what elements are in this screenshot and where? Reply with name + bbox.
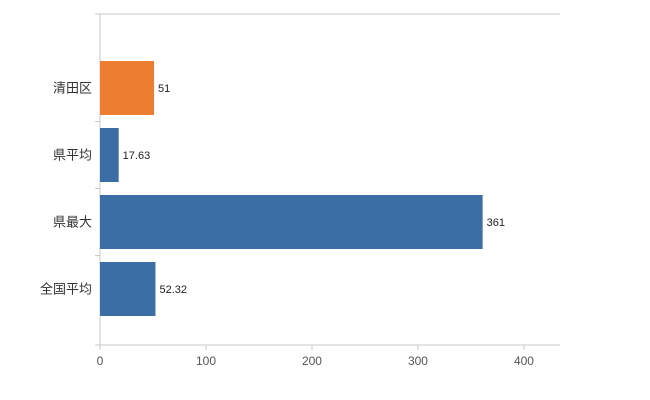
bar	[100, 61, 155, 115]
bar	[100, 262, 156, 316]
category-label: 清田区	[53, 81, 92, 96]
x-tick-label: 400	[514, 354, 534, 368]
bar-value-label: 51	[158, 83, 170, 95]
category-label: 県最大	[53, 215, 92, 230]
x-tick-label: 300	[408, 354, 428, 368]
x-tick-label: 200	[302, 354, 322, 368]
bar	[100, 195, 483, 249]
bar	[100, 128, 119, 182]
bar-value-label: 361	[487, 217, 505, 229]
category-label: 全国平均	[40, 282, 92, 297]
x-tick-label: 0	[97, 354, 104, 368]
category-label: 県平均	[53, 148, 92, 163]
x-tick-label: 100	[196, 354, 216, 368]
bar-value-label: 52.32	[159, 284, 187, 296]
bar-value-label: 17.63	[123, 150, 151, 162]
